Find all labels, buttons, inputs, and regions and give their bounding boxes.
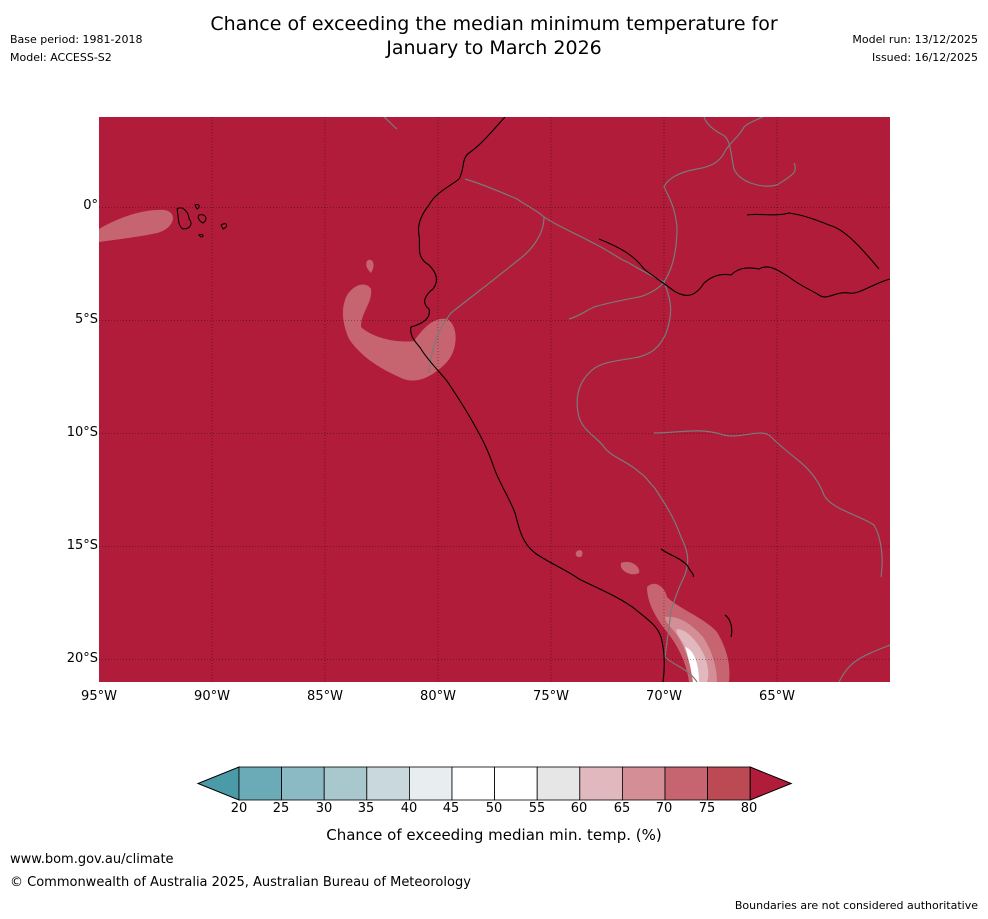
border-colombia-peru xyxy=(464,178,665,320)
patch-galapagos xyxy=(99,209,173,242)
lon-tick-80w: 80°W xyxy=(420,689,456,704)
patch-south-a xyxy=(620,561,640,575)
border-panama xyxy=(383,117,398,130)
colorbar-cell xyxy=(536,766,581,801)
colorbar-label: Chance of exceeding median min. temp. (%… xyxy=(326,826,662,844)
colorbar-cell xyxy=(494,766,538,801)
colorbar-cell xyxy=(238,766,282,801)
colorbar-tick: 40 xyxy=(400,801,418,816)
border-chile-bolivia xyxy=(664,656,698,682)
border-bolivia-paraguay xyxy=(838,644,890,682)
lake-poopo xyxy=(724,614,733,638)
colorbar-cell xyxy=(408,766,453,801)
island-santa-cruz xyxy=(197,214,207,224)
colorbar-tick: 70 xyxy=(655,801,673,816)
colorbar-extend-low xyxy=(196,766,240,801)
colorbar-extend-high xyxy=(749,766,793,801)
island-isabela xyxy=(176,207,192,230)
colorbar-cell xyxy=(451,766,495,801)
colorbar-cell xyxy=(707,766,751,801)
lat-tick-0: 0° xyxy=(83,198,98,213)
forecast-map xyxy=(99,117,890,682)
galapagos-islands xyxy=(176,204,228,238)
colorbar-cell xyxy=(664,766,708,801)
border-venezuela-brazil xyxy=(703,117,796,187)
border-colombia-brazil xyxy=(663,117,764,283)
probability-patches xyxy=(99,209,730,682)
map-title: Chance of exceeding the median minimum t… xyxy=(0,12,988,60)
colorbar-tick: 20 xyxy=(230,801,248,816)
footer-disclaimer: Boundaries are not considered authoritat… xyxy=(734,899,978,912)
lon-tick-75w: 75°W xyxy=(533,689,569,704)
title-line-1: Chance of exceeding the median minimum t… xyxy=(210,13,778,35)
border-peru-bolivia xyxy=(653,486,689,658)
coastline-pacific xyxy=(410,117,665,682)
border-bolivia-brazil xyxy=(653,430,883,578)
river-amazon xyxy=(598,238,890,298)
lat-tick-10s: 10°S xyxy=(66,425,98,440)
colorbar-cells xyxy=(196,766,793,801)
colorbar-tick: 35 xyxy=(357,801,375,816)
border-ecuador-peru xyxy=(428,216,545,374)
colorbar-cell xyxy=(579,766,623,801)
base-period-text: Base period: 1981-2018 xyxy=(10,33,143,46)
model-run-text: Model run: 13/12/2025 xyxy=(852,33,978,46)
lat-tick-5s: 5°S xyxy=(74,312,98,327)
island-san-cristobal xyxy=(220,223,228,230)
border-peru-brazil-west xyxy=(576,281,672,488)
patch-atacama-core xyxy=(685,647,699,682)
colorbar-tick: 80 xyxy=(740,801,758,816)
colorbar-tick: 30 xyxy=(315,801,333,816)
patch-small xyxy=(366,259,374,273)
graticule xyxy=(99,117,890,682)
colorbar xyxy=(196,766,793,801)
colorbar-cell xyxy=(281,766,325,801)
colorbar-cell xyxy=(621,766,666,801)
colorbar-tick: 60 xyxy=(570,801,588,816)
river-negro xyxy=(746,212,880,270)
lon-tick-65w: 65°W xyxy=(759,689,795,704)
title-line-2: January to March 2026 xyxy=(386,37,602,59)
map-background xyxy=(99,117,890,682)
colorbar-tick: 25 xyxy=(272,801,290,816)
lat-tick-20s: 20°S xyxy=(66,651,98,666)
lon-tick-90w: 90°W xyxy=(194,689,230,704)
model-text: Model: ACCESS-S2 xyxy=(10,51,112,64)
island-santiago xyxy=(194,204,200,210)
colorbar-tick: 65 xyxy=(613,801,631,816)
colorbar-tick: 45 xyxy=(442,801,460,816)
lon-tick-95w: 95°W xyxy=(81,689,117,704)
patch-peru-coast xyxy=(342,284,456,381)
colorbar-cell xyxy=(366,766,410,801)
colorbar-tick: 55 xyxy=(528,801,546,816)
colorbar-cell xyxy=(323,766,368,801)
footer-copyright: © Commonwealth of Australia 2025, Austra… xyxy=(10,875,471,890)
lon-tick-70w: 70°W xyxy=(646,689,682,704)
lake-titicaca xyxy=(660,548,695,578)
patch-lake xyxy=(575,550,583,558)
island-floreana xyxy=(198,233,204,238)
issued-text: Issued: 16/12/2025 xyxy=(871,51,978,64)
colorbar-tick: 75 xyxy=(698,801,716,816)
country-borders xyxy=(383,117,890,682)
coastlines xyxy=(410,117,890,682)
lat-tick-15s: 15°S xyxy=(66,538,98,553)
colorbar-tick: 50 xyxy=(485,801,503,816)
colorbar-ticks: 20 25 30 35 40 45 50 55 60 65 70 75 80 xyxy=(196,801,794,821)
footer-url: www.bom.gov.au/climate xyxy=(10,852,174,867)
lon-tick-85w: 85°W xyxy=(307,689,343,704)
